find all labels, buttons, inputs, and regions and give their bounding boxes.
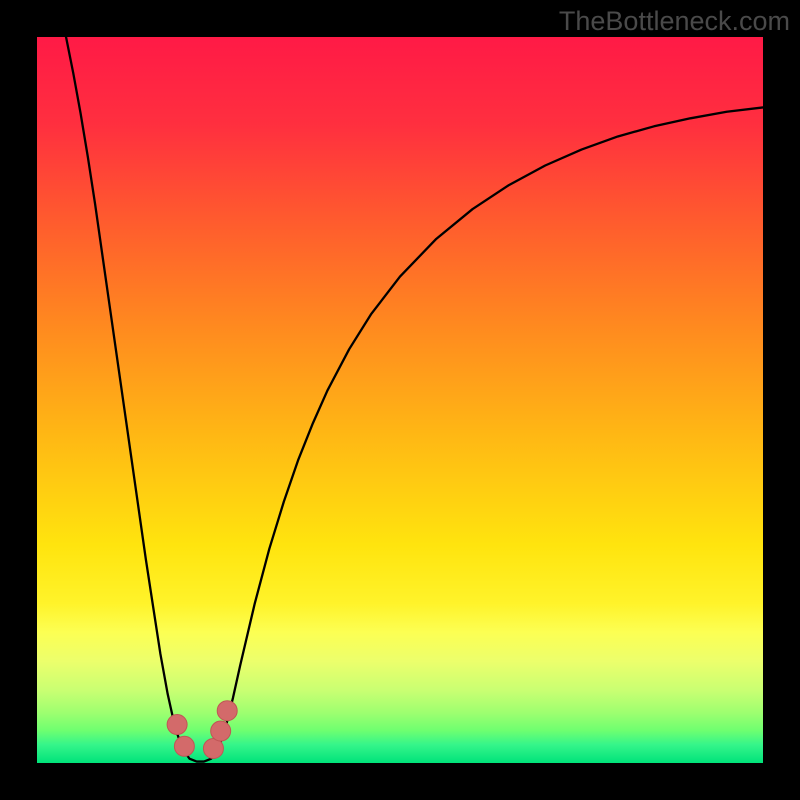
- data-marker: [211, 721, 231, 741]
- gradient-background: [37, 37, 763, 763]
- watermark-text: TheBottleneck.com: [559, 6, 790, 37]
- data-marker: [217, 701, 237, 721]
- data-marker: [167, 715, 187, 735]
- plot-area: [37, 37, 763, 763]
- chart-svg: [37, 37, 763, 763]
- data-marker: [174, 736, 194, 756]
